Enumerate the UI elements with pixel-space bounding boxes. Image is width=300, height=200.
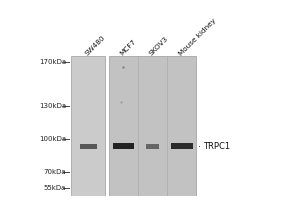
Bar (171, 143, 193, 149)
Bar (71, 56, 105, 196)
Text: SKOV3: SKOV3 (148, 36, 169, 57)
Text: 170kDa: 170kDa (39, 59, 66, 65)
Text: TRPC1: TRPC1 (203, 142, 230, 151)
Text: Mouse kidney: Mouse kidney (177, 18, 217, 57)
Bar (109, 56, 196, 196)
Bar (113, 143, 134, 149)
Point (118, 101, 123, 104)
Text: SW480: SW480 (84, 35, 106, 57)
Bar (146, 144, 159, 149)
Text: 55kDa: 55kDa (44, 185, 66, 191)
Point (121, 65, 126, 69)
Text: 70kDa: 70kDa (44, 169, 66, 175)
Text: MCF7: MCF7 (119, 39, 137, 57)
Text: 100kDa: 100kDa (39, 136, 66, 142)
Text: 130kDa: 130kDa (39, 103, 66, 109)
Bar (80, 144, 97, 149)
